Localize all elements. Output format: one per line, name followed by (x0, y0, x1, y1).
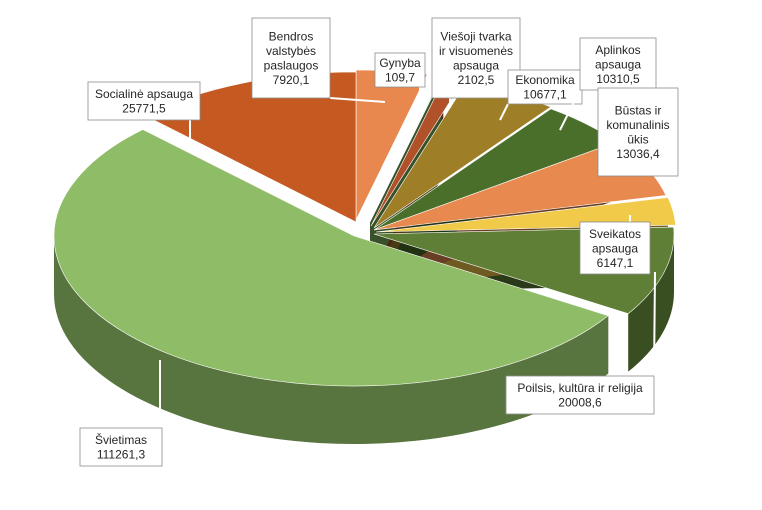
pie-side-poilsis-kultura-religija (628, 234, 674, 372)
data-label-value: 25771,5 (122, 102, 166, 116)
data-label-text: Ekonomika (515, 73, 575, 87)
data-label-text: Poilsis, kultūra ir religija (517, 381, 643, 395)
data-label-text: apsauga (595, 57, 641, 71)
data-label-text: Socialinė apsauga (95, 87, 193, 101)
data-label-text: apsauga (453, 59, 499, 73)
data-label-value: 2102,5 (458, 73, 495, 87)
data-label-text: ir visuomenės (439, 44, 513, 58)
data-label-text: Viešoji tvarka (440, 30, 511, 44)
data-label-value: 111261,3 (97, 448, 146, 462)
data-label-text: apsauga (592, 241, 638, 255)
data-label-text: Gynyba (379, 56, 421, 70)
data-label-value: 13036,4 (616, 147, 660, 161)
pie-side-svietimas (54, 236, 609, 444)
data-label-value: 10677,1 (523, 88, 567, 102)
data-label-value: 6147,1 (597, 256, 634, 270)
data-label-value: 109,7 (385, 71, 415, 85)
data-label-text: valstybės (266, 44, 316, 58)
data-label-text: Būstas ir (615, 104, 662, 118)
data-label-text: komunalinis (606, 118, 669, 132)
data-label-text: Aplinkos (595, 43, 640, 57)
data-label-text: Bendros (269, 30, 314, 44)
data-labels: Bendrosvalstybėspaslaugos7920,1Gynyba109… (79, 17, 679, 467)
data-label-text: ūkis (627, 133, 648, 147)
data-label-text: Švietimas (95, 432, 147, 447)
data-label-value: 10310,5 (596, 72, 640, 86)
data-label-text: paslaugos (264, 59, 319, 73)
data-label-value: 20008,6 (558, 396, 602, 410)
pie-slice-svietimas (53, 129, 609, 387)
data-label-value: 7920,1 (273, 73, 310, 87)
data-label-text: Sveikatos (589, 227, 641, 241)
